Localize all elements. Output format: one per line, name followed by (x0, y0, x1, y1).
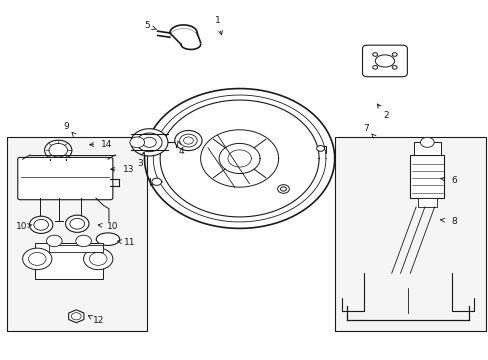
Circle shape (372, 66, 377, 69)
Ellipse shape (96, 233, 120, 246)
Circle shape (28, 252, 46, 265)
Circle shape (83, 248, 113, 270)
Circle shape (280, 187, 286, 191)
Text: 7: 7 (363, 123, 368, 132)
Circle shape (183, 137, 193, 144)
Circle shape (131, 129, 167, 156)
Circle shape (34, 220, 48, 230)
Text: 8: 8 (450, 217, 456, 226)
Circle shape (277, 185, 289, 193)
Bar (6, 137, 147, 330)
Circle shape (71, 313, 81, 320)
Text: 4: 4 (178, 147, 183, 156)
Circle shape (44, 140, 72, 160)
Text: 10: 10 (107, 222, 119, 231)
Bar (35, 243, 103, 279)
Circle shape (65, 215, 89, 232)
Text: 10: 10 (16, 222, 27, 231)
Circle shape (316, 145, 324, 151)
Circle shape (49, 143, 67, 157)
Bar (49, 245, 103, 252)
Circle shape (152, 178, 161, 185)
Text: 3: 3 (137, 159, 142, 168)
Circle shape (76, 235, 91, 247)
Circle shape (372, 53, 377, 56)
Circle shape (174, 131, 202, 150)
Circle shape (137, 133, 162, 152)
Text: 9: 9 (63, 122, 69, 131)
Text: 2: 2 (382, 111, 388, 120)
Circle shape (391, 53, 396, 56)
Bar (334, 137, 485, 330)
Text: 11: 11 (124, 238, 135, 247)
Circle shape (420, 137, 433, 147)
Text: 12: 12 (92, 316, 103, 325)
Circle shape (142, 137, 156, 147)
Bar (413, 142, 440, 155)
Bar (417, 198, 436, 207)
FancyBboxPatch shape (18, 157, 113, 200)
Circle shape (179, 134, 197, 147)
Text: 13: 13 (122, 165, 134, 174)
Polygon shape (68, 310, 84, 323)
Circle shape (29, 216, 53, 233)
Text: 14: 14 (101, 140, 112, 149)
Circle shape (70, 219, 84, 229)
Text: 5: 5 (144, 21, 149, 30)
Circle shape (22, 248, 52, 270)
Circle shape (152, 132, 161, 139)
Bar (409, 155, 444, 198)
Text: 1: 1 (214, 16, 220, 25)
Circle shape (46, 235, 62, 247)
Circle shape (130, 137, 144, 148)
Text: 6: 6 (450, 176, 456, 185)
FancyBboxPatch shape (362, 45, 407, 77)
Circle shape (391, 66, 396, 69)
Circle shape (89, 252, 107, 265)
